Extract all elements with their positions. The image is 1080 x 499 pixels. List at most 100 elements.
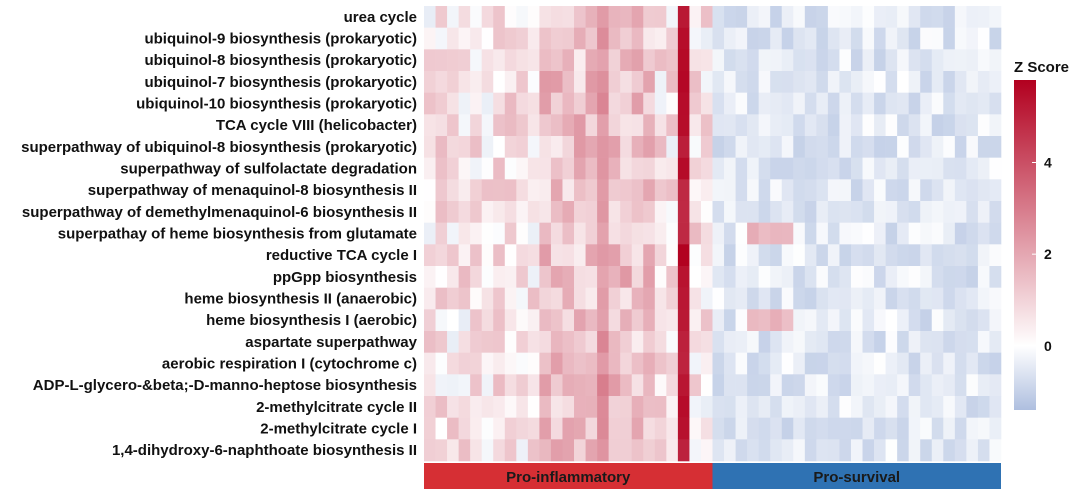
heatmap-cell (574, 49, 586, 72)
heatmap-cell (885, 71, 898, 93)
heatmap-cell (516, 374, 529, 397)
heatmap-cell (943, 157, 956, 180)
heatmap-cell (481, 222, 494, 245)
heatmap-cell (770, 244, 783, 267)
heatmap-cell (539, 222, 552, 245)
heatmap-cell (585, 439, 598, 462)
heatmap-cell (516, 49, 529, 72)
heatmap-cell (908, 374, 921, 397)
heatmap-cell (631, 352, 644, 375)
heatmap-cell (885, 6, 898, 28)
heatmap-cell (850, 222, 863, 245)
heatmap-cell (447, 374, 459, 397)
heatmap-cell (897, 266, 909, 288)
heatmap-cell (816, 396, 829, 418)
heatmap-cell (493, 49, 506, 72)
heatmap-cell (643, 114, 656, 137)
heatmap-cell (666, 244, 679, 267)
row-label: ubiquinol-10 biosynthesis (prokaryotic) (136, 96, 417, 113)
heatmap-cell (920, 27, 933, 50)
heatmap-cell (931, 92, 944, 115)
heatmap-cell (839, 396, 852, 418)
heatmap-cell (920, 374, 933, 397)
heatmap-cell (481, 136, 494, 158)
heatmap-cell (597, 396, 609, 418)
heatmap-cell (966, 266, 979, 288)
heatmap-cell (574, 92, 586, 115)
heatmap-cell (804, 244, 817, 267)
heatmap-cell (504, 136, 517, 158)
heatmap-cell (816, 201, 829, 223)
heatmap-cell (643, 222, 656, 245)
heatmap-cell (954, 157, 967, 180)
heatmap-cell (793, 6, 806, 28)
heatmap-cell (920, 114, 933, 137)
heatmap-cell (804, 92, 817, 115)
heatmap-cell (516, 222, 529, 245)
heatmap-cell (885, 136, 898, 158)
heatmap-cell (712, 136, 725, 158)
heatmap-cell (747, 352, 759, 375)
heatmap-cell (504, 6, 517, 28)
heatmap-cell (816, 309, 829, 332)
heatmap-cell (447, 417, 459, 440)
heatmap-cell (620, 266, 633, 288)
heatmap-cell (539, 396, 552, 418)
row-label: ppGpp biosynthesis (273, 269, 417, 286)
heatmap-cell (562, 352, 575, 375)
heatmap-cell (920, 244, 933, 267)
heatmap-cell (574, 331, 586, 353)
heatmap-cell (735, 179, 748, 202)
heatmap-cell (977, 92, 990, 115)
heatmap-cell (989, 27, 1002, 50)
heatmap-cell (897, 6, 909, 28)
heatmap-cell (597, 92, 609, 115)
heatmap-cell (631, 136, 644, 158)
heatmap-cell (897, 201, 909, 223)
heatmap-cell (689, 374, 702, 397)
heatmap-cell (700, 201, 713, 223)
heatmap-cell (827, 179, 840, 202)
heatmap-cell (897, 439, 909, 462)
row-label: ubiquinol-8 biosynthesis (prokaryotic) (144, 52, 417, 69)
heatmap-cell (562, 92, 575, 115)
heatmap-cell (458, 136, 471, 158)
heatmap-cell (504, 92, 517, 115)
heatmap-cell (700, 136, 713, 158)
heatmap-cell (908, 179, 921, 202)
heatmap-cell (781, 244, 794, 267)
heatmap-cell (804, 114, 817, 137)
heatmap-cell (481, 287, 494, 310)
heatmap-cell (608, 439, 621, 462)
heatmap-cell (874, 71, 886, 93)
heatmap-cell (631, 6, 644, 28)
heatmap-cell (435, 201, 448, 223)
heatmap-cell (631, 396, 644, 418)
heatmap-cell (966, 27, 979, 50)
heatmap-cell (712, 417, 725, 440)
heatmap-cell (689, 71, 702, 93)
heatmap-cell (908, 114, 921, 137)
heatmap-cell (631, 27, 644, 50)
heatmap-cell (574, 6, 586, 28)
heatmap-cell (631, 157, 644, 180)
heatmap-cell (631, 49, 644, 72)
heatmap-cell (943, 114, 956, 137)
heatmap-cell (666, 417, 679, 440)
heatmap-cell (781, 179, 794, 202)
heatmap-cell (470, 374, 482, 397)
heatmap-cell (920, 417, 933, 440)
heatmap-cell (539, 352, 552, 375)
heatmap-cell (897, 49, 909, 72)
heatmap-cell (735, 27, 748, 50)
heatmap-cell (527, 136, 540, 158)
heatmap-cell (562, 27, 575, 50)
heatmap-cell (424, 396, 436, 418)
heatmap-cell (574, 352, 586, 375)
heatmap-cell (562, 157, 575, 180)
heatmap-cell (712, 352, 725, 375)
heatmap-cell (493, 287, 506, 310)
heatmap-cell (585, 201, 598, 223)
heatmap-cell (850, 374, 863, 397)
heatmap-cell (989, 439, 1002, 462)
